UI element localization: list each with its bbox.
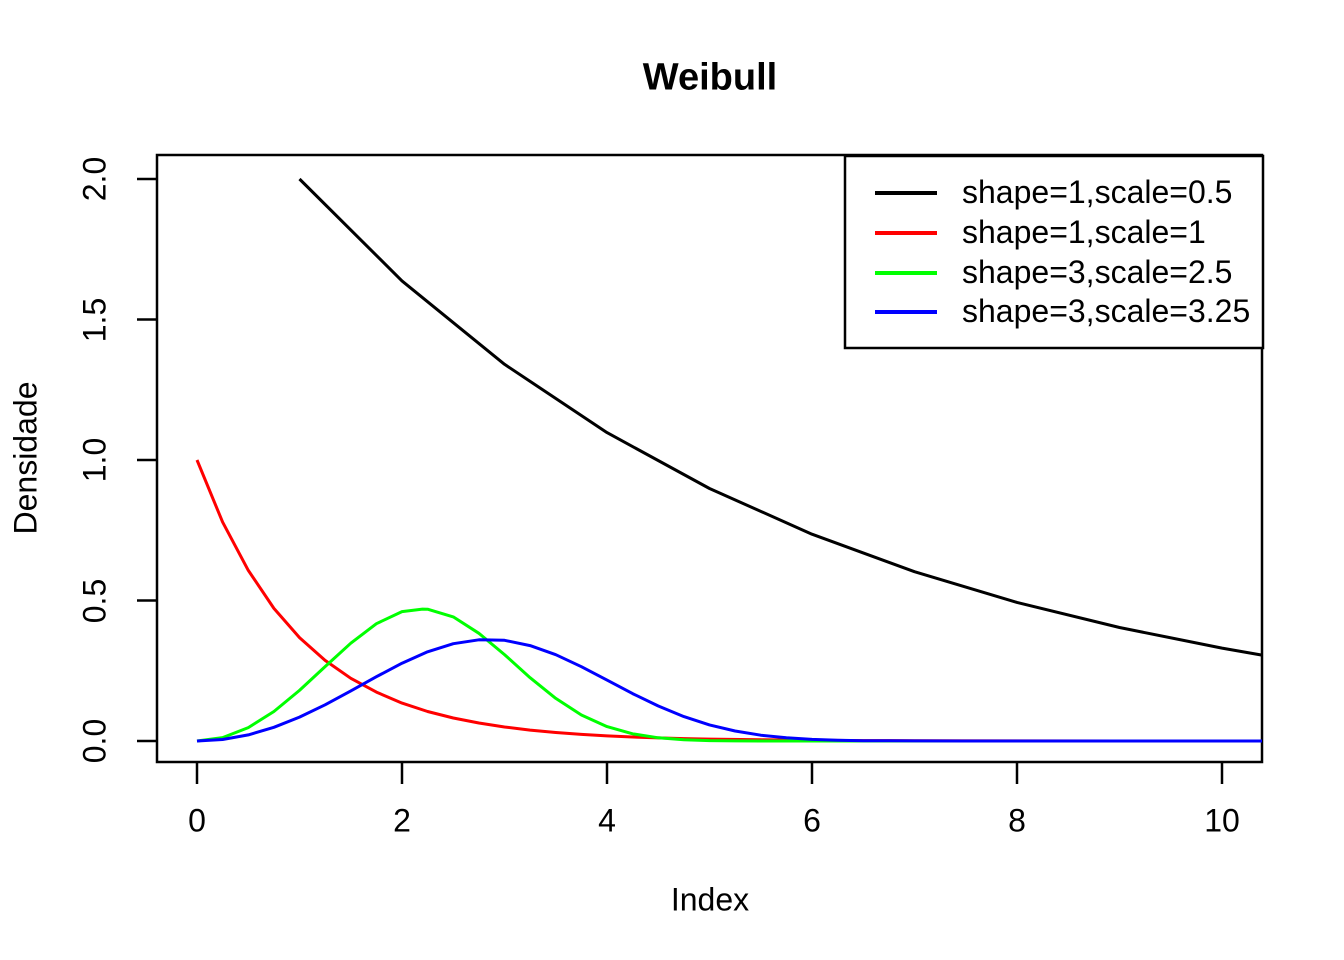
x-axis-title: Index — [670, 881, 750, 918]
y-tick-label: 1.5 — [76, 297, 113, 342]
x-tick-label: 2 — [393, 802, 411, 839]
x-tick-label: 8 — [1008, 802, 1026, 839]
curve-weibull-shape3-scale2.5 — [196, 607, 1262, 743]
x-tick-label: 10 — [1204, 802, 1240, 839]
x-tick-label: 0 — [188, 802, 206, 839]
legend-label: shape=1,scale=1 — [962, 213, 1206, 250]
y-axis-title: Densidade — [7, 381, 44, 535]
chart-title: Weibull — [642, 56, 778, 99]
legend-label: shape=1,scale=0.5 — [962, 173, 1233, 210]
y-tick-label: 0.5 — [76, 578, 113, 623]
y-tick-label: 0.0 — [76, 718, 113, 764]
y-tick-label: 2.0 — [76, 156, 113, 202]
plot-border — [155, 153, 1264, 764]
x-tick-label: 6 — [803, 802, 821, 839]
legend-label: shape=3,scale=2.5 — [962, 253, 1233, 290]
legend-box — [843, 154, 1265, 350]
curve-weibull-shape3-scale3.25 — [196, 638, 1262, 743]
curve-weibull-shape1-scale1 — [195, 459, 1262, 743]
legend-label: shape=3,scale=3.25 — [962, 292, 1251, 329]
x-tick-label: 4 — [598, 802, 616, 839]
y-tick-label: 1.0 — [76, 437, 113, 483]
curve-weibull-shape1-scale0.5 — [298, 177, 1263, 657]
